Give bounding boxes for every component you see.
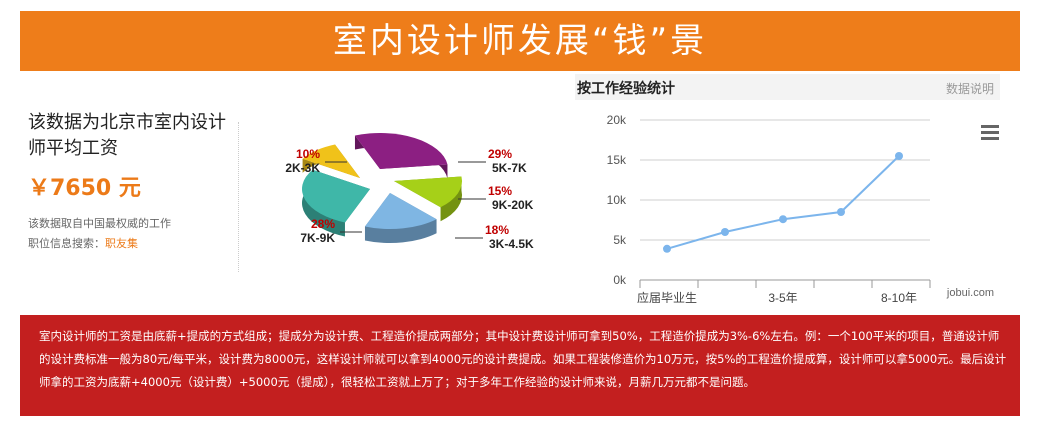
data-point[interactable]: [837, 208, 845, 216]
data-point[interactable]: [663, 244, 671, 253]
chart-header: 按工作经验统计 数据说明: [575, 74, 1000, 100]
hamburger-menu-icon[interactable]: [981, 124, 999, 140]
average-salary: ￥7650 元: [28, 176, 141, 201]
pie-percent-label: 29%: [488, 147, 512, 161]
source-note-line: 该数据取自中国最权威的工作: [28, 217, 171, 230]
salary-headline: 该数据为北京市室内设计师平均工资: [28, 112, 226, 159]
y-tick-label: 10k: [607, 193, 627, 207]
pie-slice-9K-20K[interactable]: [394, 176, 462, 208]
y-tick-label: 20k: [607, 113, 627, 127]
pie-slice-3K-4.5K[interactable]: [364, 193, 437, 229]
pie-slice-7K-9K[interactable]: [302, 169, 370, 223]
pie-range-label: 9K-20K: [492, 198, 534, 212]
y-tick-label: 5k: [613, 233, 627, 247]
source-note: 该数据取自中国最权威的工作 职位信息搜索：职友集: [28, 214, 233, 254]
y-tick-label: 0k: [613, 273, 627, 287]
experience-line-chart: 0k 5k 10k 15k 20k 应届毕业生 3-5年 8-10年 jobui.com: [607, 113, 994, 303]
pie-range-label: 5K-7K: [492, 161, 527, 175]
experience-chart-panel: 按工作经验统计 数据说明: [575, 74, 1000, 309]
data-point[interactable]: [779, 215, 787, 224]
pie-range-label: 2K-3K: [285, 161, 320, 175]
banner-title: 室内设计师发展“钱”景: [20, 11, 1020, 71]
divider: [238, 122, 239, 272]
pie-range-label: 3K-4.5K: [489, 237, 534, 251]
x-tick-label: 3-5年: [768, 291, 797, 303]
watermark: jobui.com: [946, 287, 994, 299]
pie-percent-label: 18%: [485, 223, 509, 237]
salary-pie-chart: 10%2K-3K 29%5K-7K 15%9K-20K 18%3K-4.5K 28%7K…: [285, 133, 534, 251]
chart-title: 按工作经验统计: [577, 81, 675, 97]
x-tick-label: 8-10年: [881, 291, 917, 303]
pie-percent-label: 10%: [296, 147, 320, 161]
series-line: [666, 155, 900, 250]
data-point[interactable]: [895, 152, 903, 160]
pie-slice-2K-3K[interactable]: [302, 144, 360, 178]
salary-summary: 该数据为北京市室内设计师平均工资 ￥7650 元 该数据取自中国最权威的工作 职…: [28, 110, 233, 254]
data-description-link[interactable]: 数据说明: [945, 82, 994, 96]
x-tick-label: 应届毕业生: [637, 290, 697, 303]
y-tick-label: 15k: [607, 153, 627, 167]
source-prefix: 职位信息搜索：: [28, 237, 105, 250]
footer-explanation: 室内设计师的工资是由底薪+提成的方式组成；提成分为设计费、工程造价提成两部分；其…: [20, 315, 1020, 416]
data-point[interactable]: [721, 228, 729, 236]
pie-range-label: 7K-9K: [300, 231, 335, 245]
source-note-line2: 职位信息搜索：职友集: [28, 234, 233, 254]
pie-slice-5K-7K[interactable]: [354, 133, 448, 169]
footer-text: 室内设计师的工资是由底薪+提成的方式组成；提成分为设计费、工程造价提成两部分；其…: [39, 329, 1007, 389]
jobui-link[interactable]: 职友集: [105, 237, 138, 250]
pie-percent-label: 15%: [488, 184, 512, 198]
pie-percent-label: 28%: [311, 217, 335, 231]
